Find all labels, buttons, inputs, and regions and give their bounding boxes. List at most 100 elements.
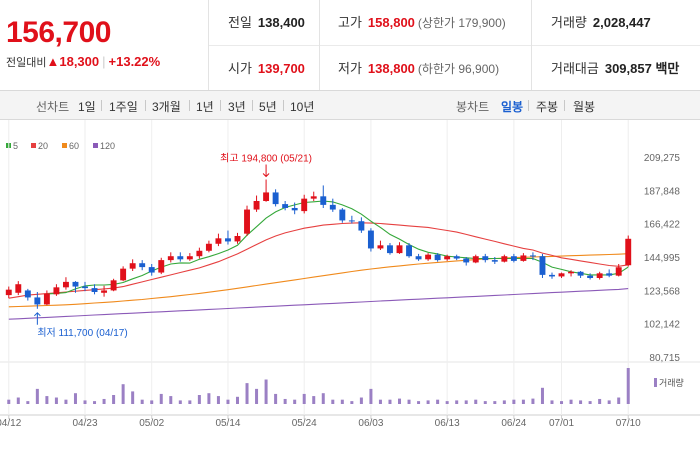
period-1y-button[interactable]: 1년 — [196, 100, 214, 114]
volume-bar — [626, 368, 630, 404]
x-tick-label: 05/02 — [139, 418, 164, 429]
candle-body — [110, 280, 117, 291]
candle-body — [82, 286, 88, 289]
volume-bar — [483, 401, 487, 404]
candle-body — [253, 200, 260, 210]
period-monthly-button[interactable]: 월봉 — [573, 100, 596, 114]
x-tick-label: 07/01 — [549, 418, 574, 429]
candle-body — [415, 256, 422, 260]
amount-label: 거래대금 — [551, 61, 599, 76]
volume-bar — [293, 399, 297, 404]
volume-bar — [64, 399, 68, 404]
candle-body — [272, 192, 279, 205]
volume-bar — [73, 393, 77, 404]
volume-bar — [188, 400, 192, 404]
candle-body — [520, 255, 527, 261]
volume-bar — [226, 399, 230, 404]
stats-row-2: 시가 139,700 저가 138,800 (하한가 96,900) 거래대금 309,… — [209, 45, 700, 91]
candle-body — [425, 254, 432, 260]
divider — [283, 100, 284, 111]
candle-body — [329, 204, 336, 210]
stats-table: 전일 138,400 고가 158,800 (상한가 179,900) 거래량 2,02… — [209, 0, 700, 90]
candle-body — [62, 281, 69, 288]
volume-bar — [54, 397, 58, 404]
candle-body — [444, 256, 451, 260]
volume-bar — [569, 399, 573, 404]
period-1w-button[interactable]: 1주일 — [109, 100, 138, 114]
volume-bar — [588, 401, 592, 404]
candle-body — [529, 255, 536, 257]
chart-canvas[interactable]: 5 20 60 120 209,275 187,848 166,422 144,995 123,… — [0, 120, 700, 450]
volume-bar — [359, 397, 363, 404]
volume-bar — [197, 395, 201, 404]
period-3y-button[interactable]: 3년 — [228, 100, 246, 114]
volume-bar — [45, 396, 49, 404]
candle-body — [139, 263, 146, 268]
candle-body — [91, 288, 98, 292]
low-annotation-label: 최저 111,700 (04/17) — [37, 327, 127, 339]
volume-bar — [264, 379, 268, 404]
period-1d-button[interactable]: 1일 — [78, 100, 96, 114]
x-tick-label: 07/10 — [616, 418, 641, 429]
lower-limit-text: (하한가 96,900) — [417, 62, 500, 76]
y-tick-label: 209,275 — [644, 153, 681, 164]
low-annotation-arrow — [34, 312, 41, 325]
low-label: 저가 — [338, 61, 362, 76]
volume-bar — [331, 399, 335, 404]
candle-body — [196, 250, 203, 257]
divider — [101, 100, 102, 111]
candle-body — [606, 273, 613, 276]
amount-stat: 거래대금 309,857 백만 — [551, 46, 679, 91]
change-value: 18,300 — [59, 54, 100, 69]
candle-body — [72, 281, 79, 287]
candle-body — [148, 267, 155, 273]
candle-body — [596, 273, 603, 278]
volume-bar — [207, 393, 211, 404]
volume-bar — [16, 397, 20, 404]
candle-body — [24, 290, 31, 298]
divider — [531, 0, 532, 90]
change-row: 전일대비▲18,300 | +13.22% — [6, 54, 160, 70]
prev-close-stat: 전일 138,400 — [228, 0, 305, 45]
volume-bar — [531, 398, 535, 404]
candle-body — [177, 256, 184, 260]
volume-bar — [398, 398, 402, 404]
candle-body — [15, 284, 22, 293]
candle-body — [129, 263, 136, 269]
candle-body — [568, 271, 575, 274]
candle-body — [301, 198, 308, 212]
volume-bar — [598, 398, 602, 404]
period-5y-button[interactable]: 5년 — [259, 100, 277, 114]
period-weekly-button[interactable]: 주봉 — [536, 100, 559, 114]
volume-bar — [312, 396, 316, 404]
x-tick-label: 05/14 — [215, 418, 240, 429]
amount-value: 309,857 백만 — [604, 61, 680, 76]
divider — [252, 100, 253, 111]
candlestick-chart[interactable]: 5 20 60 120 209,275 187,848 166,422 144,995 123,… — [0, 120, 700, 450]
candle-body — [53, 287, 60, 295]
volume-bar — [617, 397, 621, 404]
period-daily-button[interactable]: 일봉 — [501, 100, 524, 114]
volume-bar — [445, 401, 449, 404]
volume-label: 거래량 — [551, 15, 587, 30]
volume-bar — [102, 398, 106, 404]
candle-body — [453, 256, 460, 259]
candle-body — [377, 245, 384, 249]
candle-body — [558, 273, 565, 277]
candle-body — [215, 238, 222, 244]
period-10y-button[interactable]: 10년 — [290, 100, 315, 114]
volume-bar — [159, 393, 163, 404]
divider — [220, 100, 221, 111]
candle-body — [577, 271, 584, 276]
candle-body — [120, 268, 127, 281]
volume-bar — [493, 401, 497, 404]
candle-body — [167, 256, 174, 261]
divider — [145, 100, 146, 111]
period-3m-button[interactable]: 3개월 — [152, 100, 181, 114]
candle-body — [358, 221, 365, 231]
volume-bar — [169, 396, 173, 404]
candle-body — [615, 267, 622, 276]
volume-bar — [540, 387, 544, 404]
candle-body — [205, 243, 212, 251]
y-tick-label: 80,715 — [649, 353, 680, 364]
